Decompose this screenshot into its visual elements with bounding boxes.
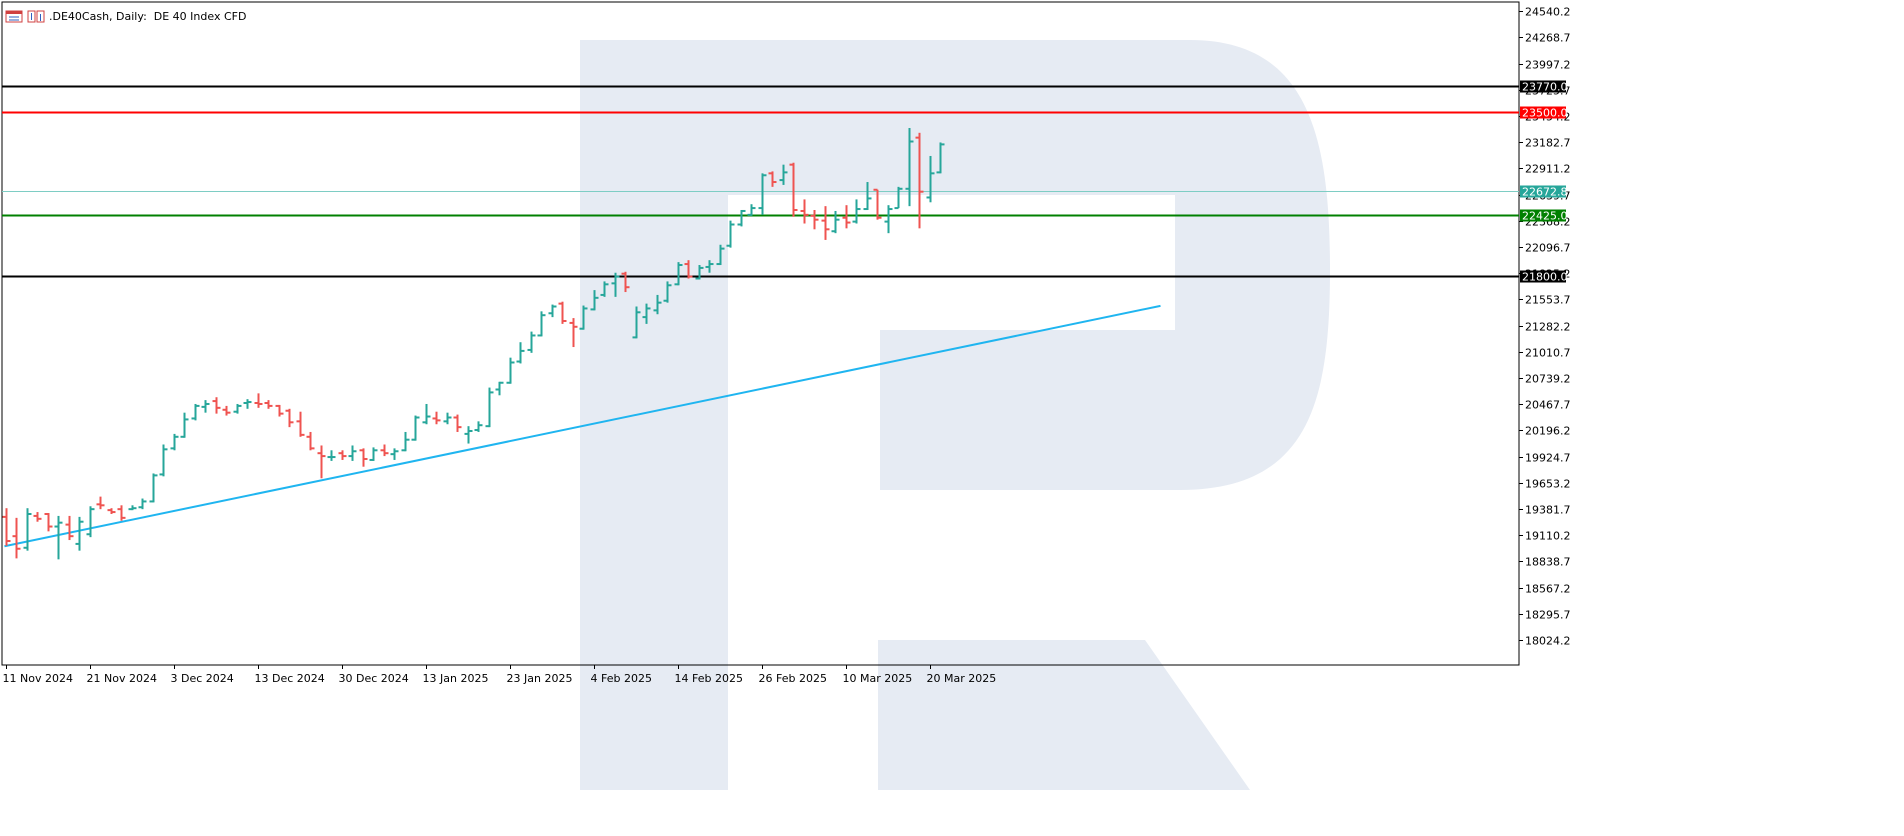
level-label-current: 22672.8	[1522, 186, 1568, 199]
x-tick-label: 26 Feb 2025	[759, 672, 827, 685]
level-tag-support-strong	[1520, 270, 1566, 283]
horizontal-levels	[2, 85, 1519, 278]
level-tag-current	[1520, 185, 1566, 198]
trendline-group	[4, 304, 1161, 548]
x-tick-label: 11 Nov 2024	[3, 672, 73, 685]
x-tick-label: 13 Jan 2025	[423, 672, 489, 685]
x-tick-label: 4 Feb 2025	[591, 672, 652, 685]
y-tick-label: 18567.2	[1525, 583, 1571, 596]
indicator-window-icon[interactable]	[27, 10, 45, 23]
y-tick-label: 19653.2	[1525, 478, 1571, 491]
y-tick-label: 24540.2	[1525, 6, 1571, 19]
y-tick-label: 20467.7	[1525, 399, 1571, 412]
y-tick-label: 21553.7	[1525, 294, 1571, 307]
y-tick-label: 18838.7	[1525, 556, 1571, 569]
y-tick-label: 22096.7	[1525, 242, 1571, 255]
plot-border	[1, 1, 1520, 666]
ohlc-bars	[2, 127, 945, 560]
y-tick-label: 18295.7	[1525, 609, 1571, 622]
chart-header: .DE40Cash, Daily: DE 40 Index CFD	[5, 8, 246, 24]
y-tick-label: 22911.2	[1525, 163, 1571, 176]
y-tick-label: 20196.2	[1525, 425, 1571, 438]
y-tick-label: 21282.2	[1525, 321, 1571, 334]
y-tick-label: 23182.7	[1525, 137, 1571, 150]
x-tick-label: 10 Mar 2025	[843, 672, 913, 685]
x-tick-label: 21 Nov 2024	[87, 672, 157, 685]
y-tick-label: 20739.2	[1525, 373, 1571, 386]
level-tag-resistance	[1520, 106, 1566, 119]
x-tick-label: 14 Feb 2025	[675, 672, 743, 685]
level-tag-support	[1520, 209, 1566, 222]
chart-title: .DE40Cash, Daily: DE 40 Index CFD	[49, 9, 247, 23]
watermark-logo	[580, 40, 1330, 790]
trendline	[4, 304, 1161, 548]
x-tick-label: 13 Dec 2024	[255, 672, 325, 685]
y-tick-label: 24268.7	[1525, 32, 1571, 45]
level-label-support: 22425.0	[1522, 210, 1568, 223]
y-tick-label: 19110.2	[1525, 530, 1571, 543]
y-tick-label: 23997.2	[1525, 59, 1571, 72]
time-axis: 11 Nov 2024 21 Nov 2024 3 Dec 2024 13 Dec 2…	[3, 665, 997, 685]
y-tick-label: 19924.7	[1525, 452, 1571, 465]
price-axis: 24540.224268.723997.223725.723454.223182…	[1519, 6, 1571, 648]
y-tick-label: 21010.7	[1525, 347, 1571, 360]
chart-window-icon[interactable]	[5, 10, 23, 23]
level-label-support-strong: 21800.0	[1522, 271, 1568, 284]
level-label-resistance: 23500.0	[1522, 107, 1568, 120]
y-tick-label: 19381.7	[1525, 504, 1571, 517]
x-tick-label: 23 Jan 2025	[507, 672, 573, 685]
plot-frame	[1, 1, 1520, 666]
level-tag-resistance-strong	[1520, 80, 1566, 93]
x-tick-label: 30 Dec 2024	[339, 672, 409, 685]
x-tick-label: 3 Dec 2024	[171, 672, 234, 685]
x-tick-label: 20 Mar 2025	[927, 672, 997, 685]
level-label-resistance-strong: 23770.0	[1522, 81, 1568, 94]
y-tick-label: 18024.2	[1525, 635, 1571, 648]
